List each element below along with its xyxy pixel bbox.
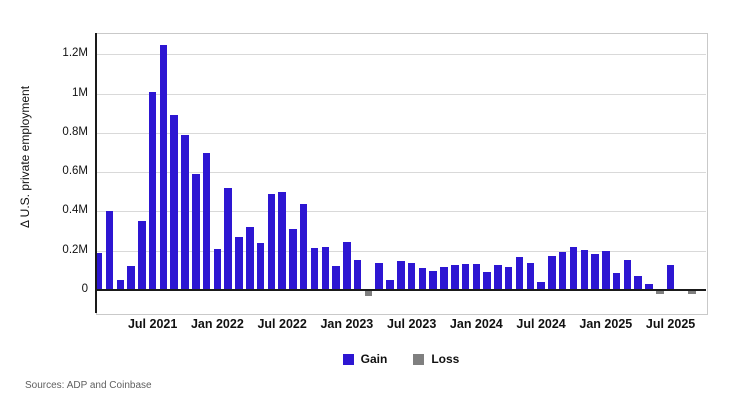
legend-item-gain: Gain [342, 352, 388, 366]
bar-gain [548, 255, 556, 290]
bar-gain [602, 250, 610, 290]
x-tick-label: Jan 2024 [449, 317, 503, 331]
bar-gain [192, 174, 200, 290]
legend-item-loss: Loss [413, 352, 459, 366]
x-tick-label: Jul 2024 [516, 317, 566, 331]
bar-gain [558, 252, 567, 290]
bar-gain [666, 265, 675, 290]
gridline [96, 132, 706, 134]
bar-gain [148, 91, 157, 290]
bar-gain [202, 152, 211, 290]
y-tick-label: 0.8M [62, 125, 88, 138]
x-tick-label: Jul 2022 [257, 317, 307, 331]
bar-gain [386, 280, 394, 290]
bar-gain [526, 262, 535, 290]
bar-gain [159, 44, 168, 290]
bar-gain [181, 134, 189, 290]
bar-gain [429, 271, 437, 290]
y-tick-label: 0.4M [62, 204, 88, 217]
bar-gain [127, 266, 135, 290]
bar-gain [451, 265, 459, 290]
bar-gain [375, 263, 383, 290]
bar-gain [224, 187, 232, 290]
bar-gain [299, 203, 308, 290]
y-tick-label: 0.6M [62, 165, 88, 178]
legend: Gain Loss [96, 348, 706, 370]
source-note: Sources: ADP and Coinbase [25, 380, 152, 391]
x-tick-label: Jul 2025 [645, 317, 696, 331]
bar-gain [278, 191, 286, 290]
y-tick-label: 1.2M [62, 47, 88, 60]
x-tick-label: Jul 2021 [127, 317, 178, 331]
bar-gain [289, 229, 297, 290]
bar-gain [256, 242, 265, 290]
y-axis-line [95, 33, 97, 313]
bar-gain [537, 281, 545, 290]
bar-gain [440, 267, 448, 290]
bar-gain [332, 266, 340, 290]
bar-gain [213, 248, 222, 290]
bar-gain [105, 211, 114, 290]
gridline [96, 250, 706, 252]
bar-gain [343, 241, 351, 290]
bar-gain [116, 280, 125, 290]
bar-gain [418, 267, 427, 290]
bar-gain [397, 260, 405, 290]
bar-gain [612, 273, 621, 290]
bar-gain [504, 267, 513, 290]
bar-gain [623, 259, 632, 290]
bar-gain [138, 221, 146, 290]
zero-baseline [96, 289, 706, 291]
bar-loss [688, 290, 696, 294]
bar-gain [407, 263, 416, 290]
bar-gain [170, 115, 178, 290]
x-tick-label: Jan 2022 [190, 317, 244, 331]
bar-gain [483, 272, 491, 290]
bar-gain [94, 252, 103, 290]
bar-gain [494, 265, 502, 290]
gridline [96, 54, 706, 56]
bar-gain [634, 276, 642, 290]
legend-gain-label: Gain [360, 352, 388, 366]
bar-gain [246, 227, 254, 290]
y-tick-label: 0.2M [62, 243, 88, 256]
gridline [96, 172, 706, 174]
bar-gain [569, 246, 578, 290]
x-tick-label: Jan 2023 [320, 317, 374, 331]
bar-gain [235, 236, 243, 290]
bar-loss [656, 290, 664, 294]
gridline [96, 211, 706, 213]
gridline [96, 93, 706, 95]
y-tick-label: 1M [72, 86, 88, 99]
bar-gain [645, 284, 653, 290]
bar-gain [591, 254, 599, 290]
bar-gain [580, 249, 588, 290]
bar-gain [461, 264, 470, 290]
x-tick-label: Jul 2023 [386, 317, 437, 331]
bar-gain [267, 193, 276, 290]
bar-gain [353, 259, 362, 290]
bar-gain [515, 256, 524, 290]
bar-gain [321, 246, 330, 290]
bar-loss [364, 290, 373, 296]
x-tick-label: Jan 2025 [579, 317, 633, 331]
gain-swatch-icon [342, 353, 354, 365]
bar-gain [310, 247, 319, 290]
y-axis-label: Δ U.S. private employment [18, 85, 33, 228]
bar-gain [472, 264, 481, 290]
y-tick-label: 0 [81, 283, 88, 295]
loss-swatch-icon [413, 353, 425, 365]
legend-loss-label: Loss [431, 352, 460, 366]
